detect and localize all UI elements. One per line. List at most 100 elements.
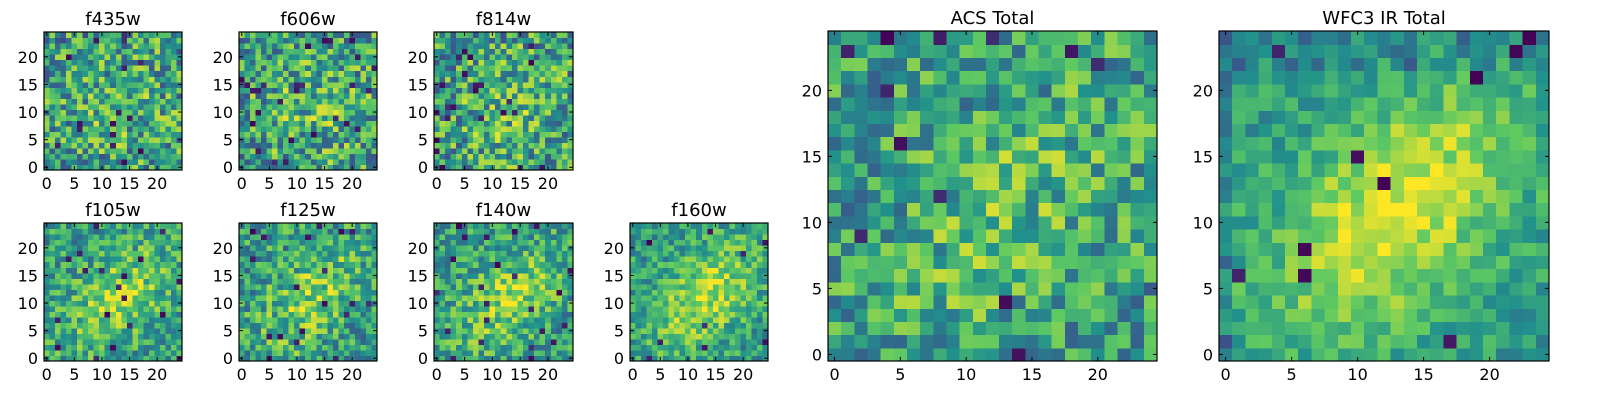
heatmap-cell: [283, 81, 290, 88]
heatmap-cell: [115, 125, 122, 132]
heatmap-cell: [165, 76, 172, 83]
heatmap-cell: [663, 305, 670, 312]
heatmap-cell: [867, 149, 882, 164]
heatmap-cell: [121, 333, 128, 340]
heatmap-cell: [288, 300, 295, 307]
heatmap-cell: [49, 48, 56, 55]
heatmap-cell: [906, 334, 921, 349]
heatmap-cell: [310, 289, 317, 296]
heatmap-cell: [60, 70, 67, 77]
heatmap-cell: [445, 92, 452, 99]
heatmap-cell: [539, 37, 546, 44]
heatmap-cell: [985, 255, 1000, 270]
heatmap-cell: [371, 333, 378, 340]
heatmap-cell: [534, 87, 541, 94]
heatmap-cell: [500, 103, 507, 110]
heatmap-cell: [360, 76, 367, 83]
heatmap-cell: [349, 245, 356, 252]
heatmap-cell: [854, 321, 869, 336]
heatmap-cell: [250, 103, 257, 110]
heatmap-cell: [712, 228, 719, 235]
heatmap-cell: [266, 125, 273, 132]
heatmap-cell: [305, 153, 312, 160]
heatmap-cell: [685, 234, 692, 241]
heatmap-cell: [255, 153, 262, 160]
heatmap-cell: [255, 32, 262, 39]
heatmap-cell: [360, 311, 367, 318]
heatmap-cell: [115, 81, 122, 88]
heatmap-cell: [528, 344, 535, 351]
heatmap-cell: [696, 228, 703, 235]
heatmap-cell: [360, 43, 367, 50]
heatmap-cell: [55, 125, 62, 132]
heatmap-cell: [332, 316, 339, 323]
heatmap-cell: [456, 142, 463, 149]
heatmap-cell: [489, 228, 496, 235]
heatmap-cell: [321, 147, 328, 155]
heatmap-cell: [250, 267, 257, 274]
heatmap-cell: [371, 59, 378, 66]
heatmap-cell: [1051, 308, 1066, 322]
heatmap-cell: [283, 278, 290, 285]
heatmap-cell: [696, 267, 703, 274]
heatmap-cell: [365, 305, 373, 312]
heatmap-cell: [338, 355, 345, 362]
heatmap-cell: [110, 311, 117, 318]
heatmap-cell: [467, 43, 474, 50]
heatmap-cell: [49, 103, 56, 110]
heatmap-cell: [506, 120, 513, 127]
heatmap-cell: [450, 289, 457, 296]
heatmap-cell: [165, 322, 172, 329]
heatmap-cell: [288, 311, 295, 318]
heatmap-cell: [266, 158, 273, 166]
heatmap-cell: [305, 59, 312, 66]
heatmap-cell: [371, 250, 378, 257]
heatmap-cell: [159, 43, 167, 50]
heatmap-cell: [266, 120, 273, 127]
heatmap-cell: [288, 136, 295, 143]
heatmap-cell: [159, 327, 167, 334]
heatmap-cell: [635, 327, 642, 334]
heatmap-cell: [365, 250, 373, 257]
heatmap-cell: [734, 289, 741, 296]
heatmap-cell: [137, 65, 144, 72]
heatmap-cell: [528, 37, 535, 44]
heatmap-cell: [550, 322, 557, 329]
heatmap-cell: [371, 147, 378, 155]
heatmap-cell: [461, 294, 468, 301]
heatmap-cell: [255, 109, 262, 116]
heatmap-cell: [143, 70, 150, 77]
heatmap-cell: [310, 37, 317, 44]
heatmap-cell: [630, 338, 637, 346]
heatmap-cell: [255, 223, 262, 230]
heatmap-cell: [880, 308, 895, 322]
heatmap-cell: [93, 120, 100, 127]
heatmap-cell: [277, 76, 284, 83]
heatmap-cell: [266, 76, 273, 83]
heatmap-cell: [946, 268, 961, 283]
heatmap-cell: [489, 333, 496, 340]
heatmap-cell: [657, 294, 664, 301]
panel-title: f160w: [671, 200, 726, 221]
heatmap-cell: [244, 256, 251, 263]
heatmap-cell: [137, 76, 144, 83]
heatmap-cell: [82, 92, 89, 99]
heatmap-cell: [674, 278, 681, 285]
heatmap-cell: [255, 245, 262, 252]
heatmap-cell: [534, 54, 541, 61]
heatmap-cell: [729, 239, 736, 246]
heatmap-cell: [321, 114, 328, 121]
heatmap-cell: [489, 37, 496, 44]
heatmap-cell: [104, 76, 111, 83]
heatmap-cell: [371, 261, 378, 268]
x-tick-label: 20: [342, 174, 362, 193]
heatmap-cell: [255, 311, 262, 318]
heatmap-cell: [495, 223, 502, 230]
heatmap-cell: [545, 245, 552, 252]
heatmap-cell: [679, 261, 686, 268]
heatmap-cell: [143, 87, 150, 94]
heatmap-cell: [165, 261, 172, 268]
heatmap-cell: [115, 158, 122, 166]
heatmap-cell: [71, 278, 78, 285]
heatmap-cell: [332, 289, 339, 296]
